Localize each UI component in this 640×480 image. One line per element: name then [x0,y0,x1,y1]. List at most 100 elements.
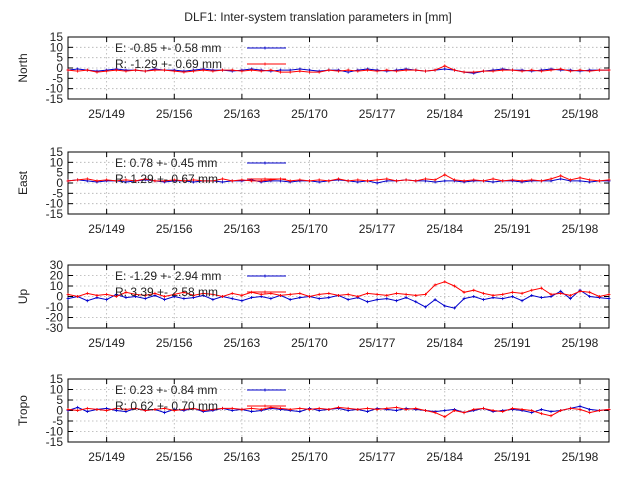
data-point [259,69,263,73]
y-tick-label: 30 [50,258,64,272]
data-point [143,177,147,181]
legend-entry-e: E: 0.78 +- 0.45 mm [115,156,217,170]
data-point [346,292,350,296]
data-point [375,181,379,185]
data-point [501,292,505,296]
y-tick-label: -5 [52,71,63,85]
data-point [588,178,592,182]
y-tick-label: 10 [50,155,64,169]
data-point [124,296,128,300]
series-r-tropo [66,405,611,419]
data-point [549,177,553,181]
data-point [76,405,80,409]
x-tick-label: 25/191 [494,222,531,236]
legend-entry-e: E: -1.29 +- 2.94 mm [115,269,221,283]
y-tick-label: 10 [50,279,64,293]
data-point [221,68,225,72]
data-point [143,293,147,297]
legend-marker [263,177,267,181]
data-point [66,68,70,72]
data-point [365,406,369,410]
data-point [240,69,244,73]
x-tick-label: 25/170 [291,336,328,350]
data-point [597,295,601,298]
data-point [182,290,186,294]
data-point [481,298,485,302]
data-point [443,179,447,183]
data-point [250,410,254,414]
data-point [462,297,466,301]
data-point [356,407,360,411]
data-point [356,295,360,298]
y-tick-label: 0 [56,290,63,304]
data-point [192,178,196,182]
data-point [404,68,408,72]
y-tick-label: -15 [46,92,64,106]
data-point [539,412,543,416]
data-point [288,179,292,183]
data-point [607,407,611,411]
data-point [230,297,234,301]
data-point [259,292,263,296]
data-point [66,179,70,183]
series-r-east [66,173,611,183]
data-point [153,68,157,72]
data-point [549,68,553,72]
data-point [192,406,196,410]
data-point [66,292,70,296]
data-point [607,297,611,301]
data-point [520,291,524,295]
data-point [597,409,601,412]
data-point [308,407,312,411]
x-tick-label: 25/177 [359,336,396,350]
data-point [472,295,476,298]
data-point [375,69,379,73]
data-point [85,406,89,410]
data-point [114,68,118,72]
data-point [201,409,205,412]
data-point [414,179,418,183]
data-point [327,179,331,183]
data-point [462,179,466,183]
data-point [452,178,456,182]
data-point [172,69,176,73]
data-point [414,406,418,410]
x-tick-label: 25/198 [562,336,599,350]
data-point [288,70,292,74]
x-tick-label: 25/170 [291,107,328,121]
data-point [607,292,611,296]
data-point [211,179,215,183]
data-point [76,409,80,412]
data-point [549,292,553,296]
data-point [501,179,505,183]
data-point [491,293,495,297]
data-point [182,70,186,74]
y-tick-label: -10 [46,197,64,211]
data-point [327,68,331,72]
data-point [472,288,476,292]
data-point [172,178,176,182]
data-point [433,68,437,72]
data-point [462,411,466,415]
data-point [568,178,572,182]
data-point [452,409,456,412]
data-point [501,410,505,414]
data-point [375,298,379,302]
data-point [211,407,215,411]
data-point [588,290,592,294]
data-point [414,293,418,297]
data-point [530,68,534,72]
data-point [163,406,167,410]
data-point [510,68,514,72]
data-point [269,68,273,72]
x-tick-label: 25/191 [494,336,531,350]
data-point [221,295,225,298]
data-point [433,298,437,302]
data-point [250,406,254,410]
data-point [288,292,292,296]
data-point [365,68,369,72]
